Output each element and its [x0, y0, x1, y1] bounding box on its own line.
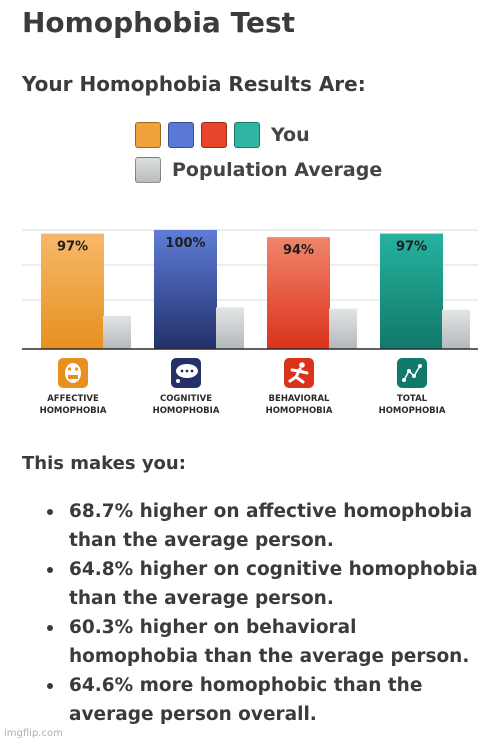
bar-population-3: [442, 309, 470, 349]
bar-population-2: [329, 308, 357, 349]
legend-you: You: [135, 120, 382, 150]
bar-value-label: 97%: [396, 240, 427, 255]
legend-swatch-affective: [135, 122, 161, 148]
bar-you-0: [41, 233, 104, 349]
thought-bubble-icon: [171, 358, 201, 388]
results-bar-chart: 97% AFFECTIVE HOMOPHOBIA 100% COGNITIVE HOMOP…: [22, 229, 478, 416]
category-label: HOMOPHOBIA: [40, 406, 107, 416]
legend-swatch-population: [135, 157, 161, 183]
results-list: 68.7% higher on affective homophobia tha…: [44, 497, 484, 729]
result-item: 68.7% higher on affective homophobia tha…: [44, 497, 484, 555]
legend-population-label: Population Average: [172, 159, 383, 181]
category-label: HOMOPHOBIA: [266, 406, 333, 416]
chart-legend: You Population Average: [135, 120, 382, 190]
results-heading: This makes you:: [22, 453, 186, 474]
category-label: TOTAL: [397, 394, 428, 404]
category-label: HOMOPHOBIA: [379, 406, 446, 416]
bar-you-3: [380, 233, 443, 349]
category-label: HOMOPHOBIA: [153, 406, 220, 416]
bar-population-0: [103, 315, 131, 349]
line-graph-icon: [397, 358, 427, 388]
bar-population-1: [216, 307, 244, 349]
bar-you-2: [267, 237, 330, 349]
bar-value-label: 100%: [165, 236, 205, 251]
legend-swatch-behavioral: [201, 122, 227, 148]
results-subtitle: Your Homophobia Results Are:: [22, 72, 366, 96]
result-item: 64.8% higher on cognitive homophobia tha…: [44, 555, 484, 613]
bar-you-1: [154, 230, 217, 349]
mask-icon: [58, 358, 88, 388]
category-label: COGNITIVE: [160, 394, 212, 404]
bar-value-label: 97%: [57, 240, 88, 255]
result-item: 60.3% higher on behavioral homophobia th…: [44, 613, 484, 671]
watermark: imgflip.com: [4, 728, 63, 739]
category-label: BEHAVIORAL: [269, 394, 330, 404]
legend-you-label: You: [271, 124, 310, 146]
category-label: AFFECTIVE: [47, 394, 99, 404]
bar-value-label: 94%: [283, 243, 314, 258]
page-title: Homophobia Test: [22, 6, 295, 39]
legend-swatch-cognitive: [168, 122, 194, 148]
running-person-icon: [284, 358, 314, 388]
legend-population: Population Average: [135, 155, 382, 185]
legend-swatch-total: [234, 122, 260, 148]
result-item: 64.6% more homophobic than the average p…: [44, 671, 484, 729]
